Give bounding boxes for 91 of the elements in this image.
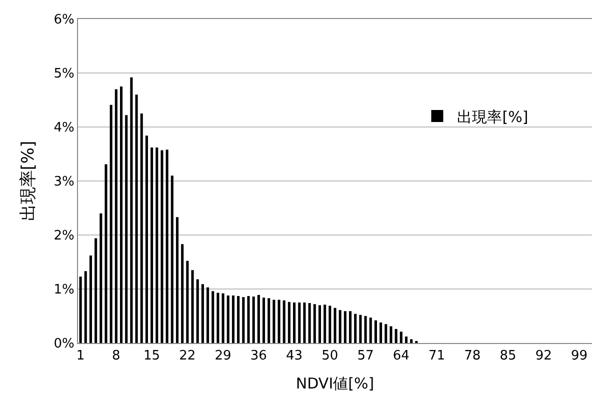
bar (410, 339, 413, 343)
bar (79, 276, 82, 343)
bar (384, 324, 388, 343)
x-tick-label: 43 (286, 348, 303, 364)
y-tick-label: 0% (54, 336, 74, 352)
x-tick-label: 50 (322, 348, 338, 364)
bar (237, 296, 240, 343)
bar (216, 292, 220, 343)
bar (130, 77, 133, 343)
bar (354, 314, 357, 343)
bar (242, 297, 245, 343)
bar (324, 304, 326, 343)
x-tick-label: 85 (500, 348, 516, 364)
bar (212, 291, 214, 343)
bar (196, 279, 199, 343)
bar (156, 148, 158, 343)
bar (252, 296, 255, 343)
y-tick-label: 1% (54, 282, 74, 298)
bar (390, 326, 392, 343)
bar (201, 284, 204, 343)
x-tick-label: 36 (250, 348, 267, 364)
bar (166, 150, 168, 343)
bar (282, 300, 286, 343)
bar (110, 104, 112, 343)
bar (160, 150, 164, 343)
y-tick-label: 5% (54, 66, 74, 82)
bar (278, 300, 280, 343)
bar (303, 302, 306, 343)
bar (150, 148, 154, 343)
bar (257, 294, 260, 343)
legend-label: 出現率[%] (457, 108, 528, 126)
bar (334, 308, 336, 343)
bar (318, 305, 321, 343)
bar (140, 114, 143, 343)
bar (181, 244, 184, 343)
x-tick-label: 99 (571, 348, 588, 364)
y-axis-title: 出現率[%] (18, 140, 38, 222)
bar (369, 318, 372, 343)
bar (394, 328, 398, 343)
x-tick-label: 1 (76, 348, 85, 364)
bar (364, 316, 367, 343)
y-tick-label: 2% (54, 228, 74, 244)
bar (84, 271, 87, 343)
x-tick-label: 8 (112, 348, 120, 364)
x-tick-label: 22 (179, 348, 196, 364)
bar (226, 295, 230, 343)
bar (89, 256, 92, 343)
x-tick-label: 78 (464, 348, 481, 364)
bar (114, 89, 118, 343)
bar (222, 293, 224, 343)
x-tick-label: 57 (357, 348, 374, 364)
bar (232, 295, 234, 343)
bar (374, 320, 377, 343)
bar (349, 311, 352, 343)
bar (328, 306, 332, 343)
x-tick-label: 15 (144, 348, 160, 364)
bar (404, 336, 408, 343)
x-tick-label: 29 (214, 348, 232, 364)
bar (268, 298, 270, 343)
bar (100, 213, 102, 343)
bar (135, 94, 138, 343)
bar (262, 298, 266, 343)
bar (380, 322, 382, 343)
bar (94, 238, 98, 343)
bar (400, 332, 402, 343)
bar (191, 270, 194, 343)
x-axis-title: NDVI値[%] (296, 374, 374, 393)
bar (298, 302, 301, 343)
x-tick-label: 64 (392, 348, 410, 364)
bar (125, 115, 128, 343)
bar (359, 314, 362, 343)
bar (313, 304, 316, 343)
bar (206, 287, 210, 343)
x-tick-label: 71 (428, 348, 446, 364)
bar (145, 136, 148, 343)
bar (293, 302, 296, 343)
bar (344, 311, 346, 343)
x-tick-label: 92 (535, 348, 552, 364)
bar (186, 260, 189, 343)
bar (170, 176, 174, 343)
bar (288, 302, 290, 343)
bar (308, 303, 311, 343)
bar (120, 86, 123, 343)
y-tick-label: 4% (54, 120, 74, 136)
y-tick-label: 6% (54, 12, 74, 28)
bar (104, 164, 108, 343)
bar (176, 217, 179, 343)
y-tick-label: 3% (54, 174, 74, 190)
bar (272, 300, 276, 343)
bar (338, 310, 342, 343)
bar (247, 296, 250, 343)
